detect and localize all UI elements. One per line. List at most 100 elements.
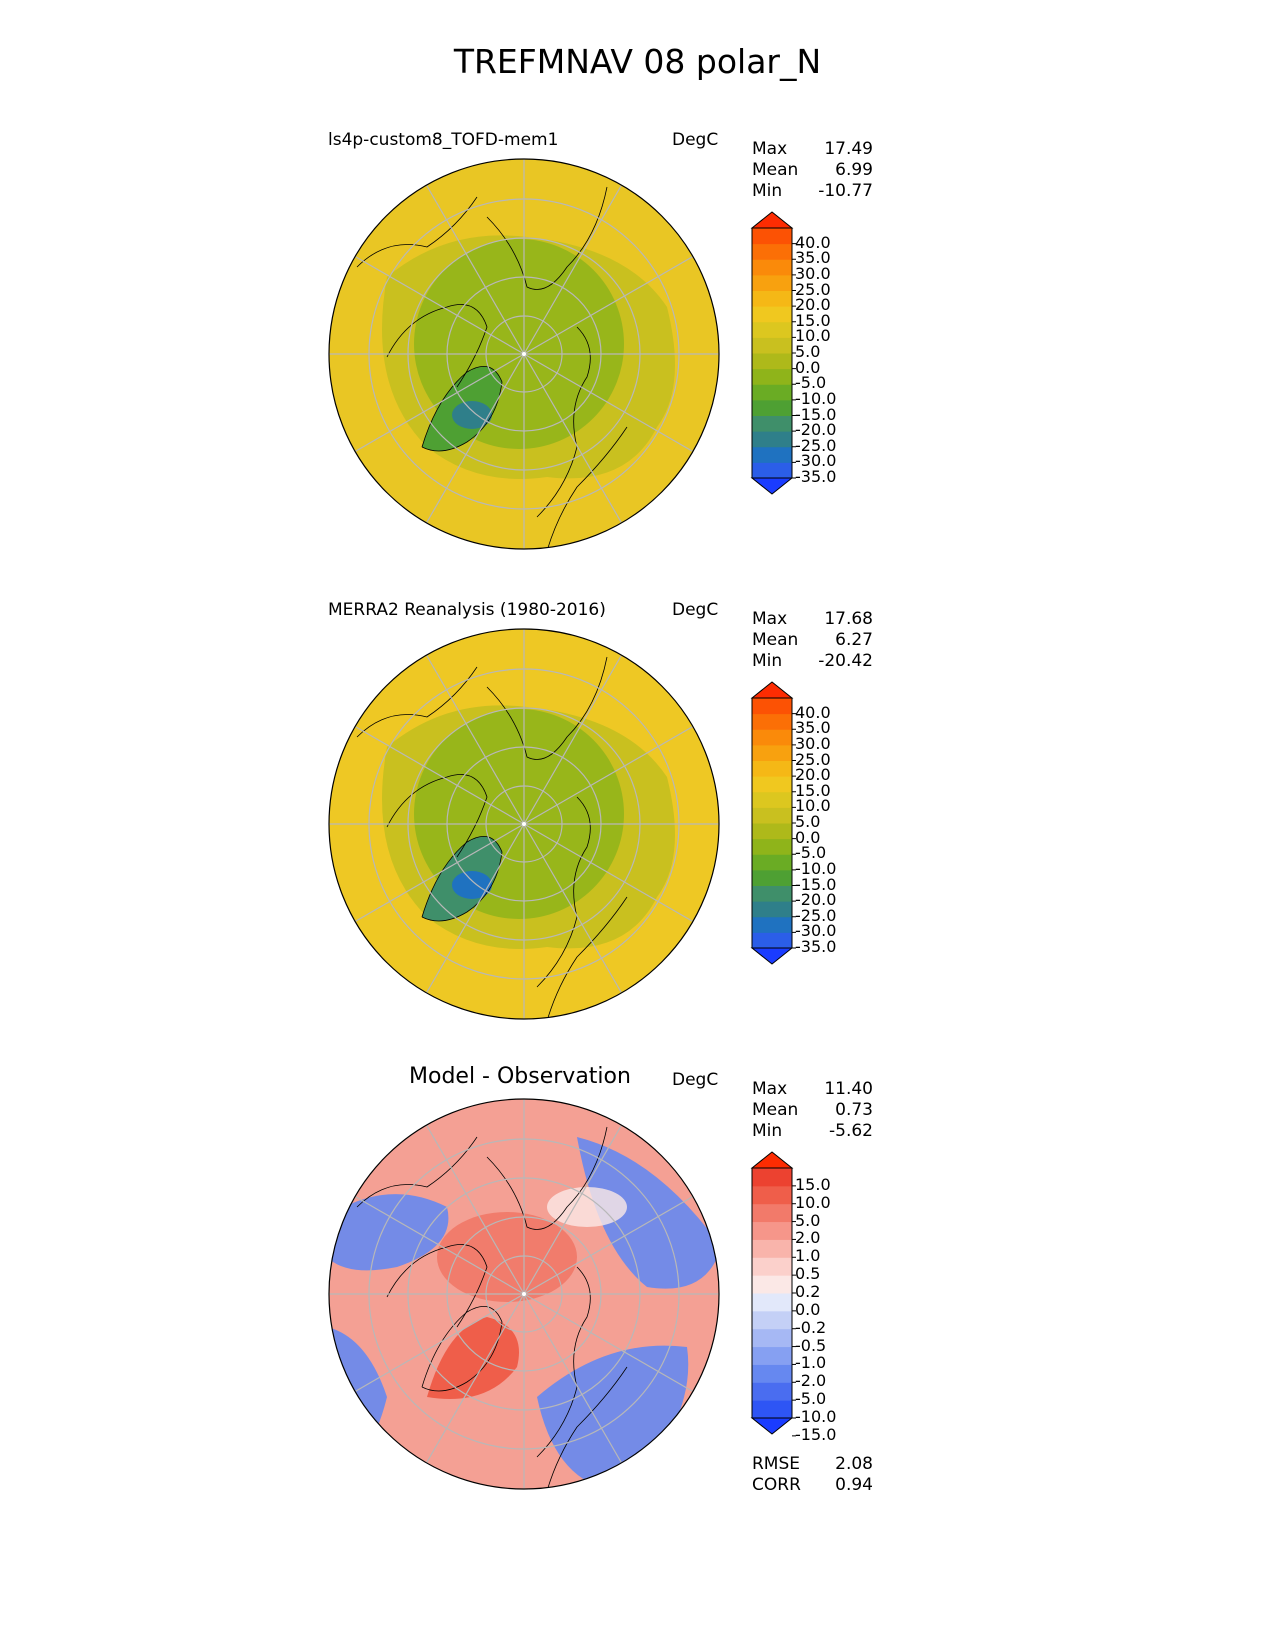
- coastline: [356, 666, 478, 738]
- panel-2-colorbar: [750, 681, 796, 965]
- colorbar-tick-label: -25.0: [795, 435, 837, 455]
- colorbar-tick-label: 10.0: [795, 1192, 831, 1212]
- colorbar-tick-label: -10.0: [795, 1407, 837, 1426]
- colorbar-tick-label: 40.0: [795, 232, 831, 252]
- colorbar-swatch: [752, 776, 792, 793]
- colorbar-swatch: [752, 1257, 792, 1276]
- colorbar-swatch: [752, 415, 792, 432]
- colorbar-tick-label: 0.0: [795, 827, 821, 847]
- colorbar-swatch: [752, 1310, 792, 1330]
- colorbar-tick-label: -10.0: [795, 388, 837, 408]
- meridian-line: [354, 353, 525, 453]
- meridian-line: [354, 1293, 525, 1393]
- colorbar-tick-label: -0.5: [795, 1335, 827, 1355]
- panel-1-max-label: Max: [752, 139, 788, 159]
- meridian-line: [523, 353, 623, 524]
- meridian-line: [425, 1293, 525, 1464]
- colorbar-swatch: [752, 885, 792, 902]
- colorbar-swatch: [752, 869, 792, 886]
- coastline: [386, 304, 488, 388]
- meridian-line: [523, 1293, 694, 1393]
- meridian-line: [523, 184, 623, 355]
- north-pole-marker: [522, 1292, 526, 1296]
- greenland-core-field: [452, 401, 492, 429]
- coastline: [546, 1366, 628, 1489]
- panel-3-mean-label: Mean: [752, 1100, 799, 1120]
- panel-1-colorbar: [750, 211, 796, 495]
- coastline: [546, 426, 628, 549]
- colorbar-tick-label: -20.0: [795, 420, 837, 440]
- colorbar-tick-label: 5.0: [795, 1210, 821, 1230]
- meridian-line: [523, 1293, 623, 1464]
- colorbar-swatch: [752, 807, 792, 824]
- colorbar-tick-label: -15.0: [795, 874, 837, 894]
- colorbar-tick-label: 10.0: [795, 326, 831, 346]
- colorbar-tick-label: 20.0: [795, 765, 831, 785]
- colorbar-swatch: [752, 368, 792, 385]
- colorbar-tick-label: -5.0: [795, 1389, 827, 1409]
- colorbar-tick-label: -1.0: [795, 1353, 827, 1373]
- colorbar-swatch: [752, 823, 792, 840]
- colorbar-tick-label: -20.0: [795, 890, 837, 910]
- colorbar-swatch: [752, 916, 792, 933]
- colorbar-tick-label: -35.0: [795, 467, 837, 486]
- colorbar-extend-max: [750, 1151, 794, 1169]
- colorbar-tick-label: 0.0: [795, 1299, 821, 1319]
- colorbar-tick-label: -5.0: [795, 373, 827, 393]
- colorbar-swatch: [752, 446, 792, 463]
- colorbar-swatch: [752, 760, 792, 777]
- colorbar-tick-label: 15.0: [795, 310, 831, 330]
- coastline: [546, 896, 628, 1019]
- colorbar-swatch: [752, 791, 792, 808]
- map-boundary: [328, 1098, 720, 1490]
- colorbar-tick-label: -15.0: [795, 1424, 837, 1444]
- colorbar-swatch: [752, 698, 792, 715]
- colorbar-tick-label: -35.0: [795, 937, 837, 956]
- map-boundary: [328, 158, 720, 550]
- colorbar-swatch: [752, 1382, 792, 1401]
- colorbar-tick-label: 30.0: [795, 733, 831, 753]
- coastline: [536, 326, 591, 518]
- coastline: [536, 796, 591, 988]
- panel-1-max-value: 17.49: [824, 139, 873, 159]
- colorbar-swatch: [752, 1400, 792, 1419]
- colorbar-tick-label: 25.0: [795, 279, 831, 299]
- colorbar-swatch: [752, 1203, 792, 1223]
- panel-3-min-label: Min: [752, 1121, 783, 1141]
- colorbar-tick-label: -5.0: [795, 843, 827, 863]
- corr-value: 0.94: [835, 1475, 873, 1495]
- panel-2-units: DegC: [672, 600, 719, 620]
- meridian-line: [354, 1195, 525, 1295]
- colorbar-tick-label: 0.5: [795, 1264, 821, 1284]
- rmse-value: 2.08: [835, 1454, 873, 1474]
- colorbar-swatch: [752, 1346, 792, 1365]
- colorbar-tick-label: 40.0: [795, 702, 831, 722]
- panel-1-polar-map: [328, 158, 720, 550]
- colorbar-tick-label: -10.0: [795, 858, 837, 878]
- colorbar-tick-label: 15.0: [795, 1174, 831, 1194]
- colorbar-tick-label: 15.0: [795, 780, 831, 800]
- panel-3-max-value: 11.40: [824, 1079, 873, 1099]
- meridian-line: [425, 184, 525, 355]
- coastline: [486, 656, 608, 760]
- colorbar-extend-min: [750, 1417, 794, 1435]
- colorbar-swatch: [752, 431, 792, 448]
- colorbar-swatch: [752, 1293, 792, 1312]
- colorbar-extend-min: [750, 477, 794, 495]
- colorbar-swatch: [752, 1328, 792, 1348]
- panel-2-min-label: Min: [752, 651, 783, 671]
- colorbar-swatch: [752, 243, 792, 260]
- meridian-line: [523, 823, 694, 923]
- meridian-line: [425, 1124, 525, 1295]
- meridian-line: [425, 353, 525, 524]
- negative-anomaly-region: [329, 1194, 449, 1271]
- panel-3-min-value: -5.62: [829, 1121, 873, 1141]
- coastline: [356, 196, 478, 268]
- meridian-line: [354, 823, 525, 923]
- coastline: [386, 1244, 488, 1328]
- colorbar-swatch: [752, 228, 792, 245]
- map-boundary: [328, 628, 720, 1020]
- panel-1-label: ls4p-custom8_TOFD-mem1: [328, 130, 559, 150]
- colorbar-swatch: [752, 259, 792, 276]
- colorbar-tick-label: -30.0: [795, 451, 837, 471]
